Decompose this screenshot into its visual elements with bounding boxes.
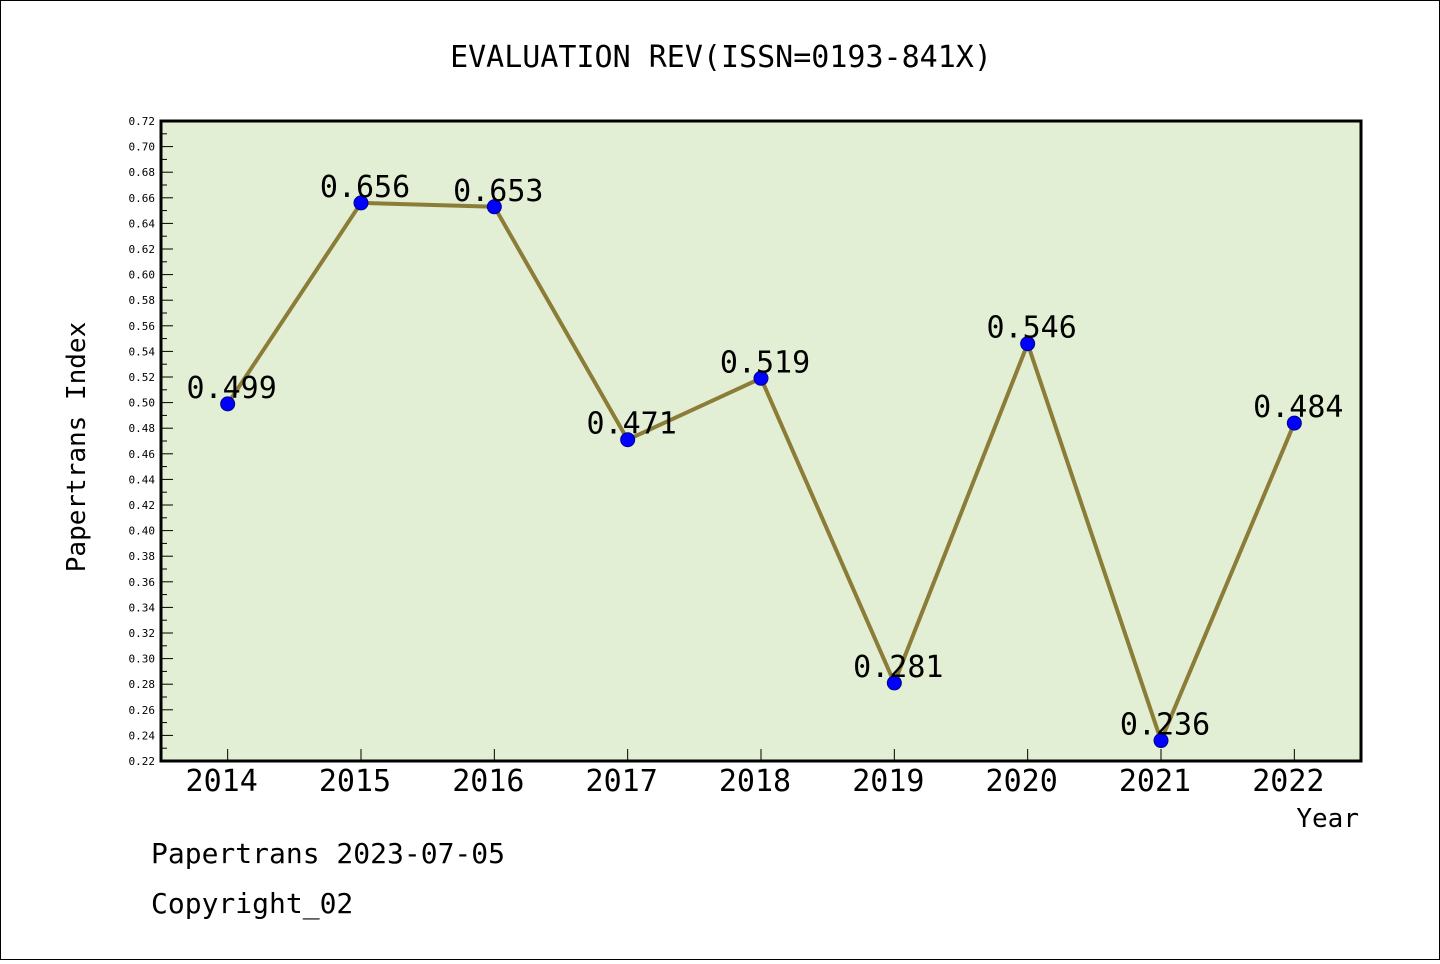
y-tick-label: 0.38 <box>129 550 156 563</box>
data-point <box>220 396 236 412</box>
data-point <box>753 370 769 386</box>
data-label: 0.499 <box>187 371 277 406</box>
x-tick-label: 2020 <box>986 764 1058 799</box>
points-layer <box>220 195 1302 749</box>
chart-title: EVALUATION REV(ISSN=0193-841X) <box>450 40 992 75</box>
y-tick-label: 0.62 <box>129 243 156 256</box>
y-tick-label: 0.52 <box>129 371 156 384</box>
data-label: 0.236 <box>1120 708 1210 743</box>
y-tick-label: 0.26 <box>129 704 156 717</box>
y-tick-label: 0.56 <box>129 320 156 333</box>
y-axis: 0.22 0.24 0.26 0.28 0.30 0.32 0.34 0.36 0.38 0.40… <box>129 115 173 768</box>
data-point <box>353 195 369 211</box>
x-axis: 2014 2015 2016 2017 2018 2019 2020 2021 2022 <box>186 749 1324 799</box>
y-tick-label: 0.46 <box>129 448 156 461</box>
y-tick-label: 0.70 <box>129 141 156 154</box>
x-tick-label: 2018 <box>719 764 791 799</box>
y-tick-label: 0.64 <box>129 217 156 230</box>
y-tick-label: 0.32 <box>129 627 156 640</box>
footer-copyright: Copyright_02 <box>151 887 354 920</box>
data-point <box>620 432 636 448</box>
y-tick-label: 0.68 <box>129 166 156 179</box>
data-label: 0.484 <box>1253 390 1343 425</box>
y-tick-label: 0.44 <box>129 473 156 486</box>
data-point <box>886 675 902 691</box>
y-tick-label: 0.54 <box>129 345 156 358</box>
data-point <box>1020 336 1036 352</box>
y-tick-label: 0.50 <box>129 397 156 410</box>
y-tick-label: 0.34 <box>129 601 156 614</box>
x-tick-label: 2014 <box>186 764 258 799</box>
y-tick-label: 0.66 <box>129 192 156 205</box>
plot-area <box>161 121 1361 761</box>
y-axis-label: Papertrans Index <box>62 322 92 572</box>
y-tick-label: 0.48 <box>129 422 156 435</box>
x-tick-label: 2022 <box>1252 764 1324 799</box>
data-label: 0.546 <box>987 311 1077 346</box>
data-label: 0.471 <box>587 407 677 442</box>
data-point <box>1153 733 1169 749</box>
x-tick-label: 2017 <box>586 764 658 799</box>
plot-border <box>159 119 1363 763</box>
x-axis-label: Year <box>1296 804 1359 834</box>
y-tick-label: 0.36 <box>129 576 156 589</box>
y-tick-label: 0.28 <box>129 678 156 691</box>
x-tick-label: 2021 <box>1119 764 1191 799</box>
data-labels: 0.499 0.656 0.653 0.471 0.519 0.281 0.546 0.236… <box>187 170 1344 743</box>
data-point <box>1286 415 1302 431</box>
data-label: 0.519 <box>720 345 810 380</box>
y-tick-label: 0.42 <box>129 499 156 512</box>
y-tick-label: 0.24 <box>129 729 156 742</box>
y-tick-label: 0.22 <box>129 755 156 768</box>
y-tick-label: 0.60 <box>129 269 156 282</box>
y-tick-label: 0.40 <box>129 525 156 538</box>
y-tick-label: 0.58 <box>129 294 156 307</box>
x-tick-label: 2015 <box>319 764 391 799</box>
data-label: 0.656 <box>320 170 410 205</box>
data-label: 0.281 <box>853 650 943 685</box>
data-label: 0.653 <box>453 174 543 209</box>
footer-date: Papertrans 2023-07-05 <box>151 837 506 870</box>
x-tick-label: 2016 <box>452 764 524 799</box>
y-tick-label: 0.72 <box>129 115 156 128</box>
data-point <box>486 199 502 215</box>
y-tick-label: 0.30 <box>129 653 156 666</box>
x-tick-label: 2019 <box>852 764 924 799</box>
